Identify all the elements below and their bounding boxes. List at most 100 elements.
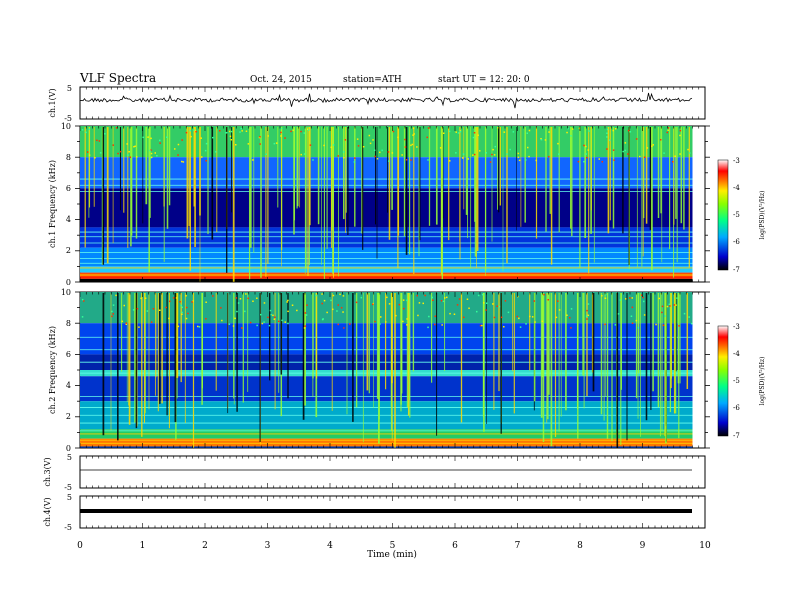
spectrogram-speckle [604,323,606,326]
spectrogram-speckle [614,128,617,130]
spectrogram-speckle [112,304,115,306]
spectrogram-speckle [241,130,243,132]
spectrogram-speckle [518,317,520,320]
spectrogram-speckle [496,305,498,307]
spectrogram-speckle [585,145,587,148]
spectrogram-speckle [274,316,276,318]
spectrogram-speckle [635,138,638,140]
spectrogram-speckle [284,321,286,323]
spectrogram-speckle [661,305,664,308]
spectrogram-speckle [280,127,283,130]
spectrogram-speckle [330,146,332,149]
spectrogram-speckle [81,129,84,131]
spectrogram-speckle [125,323,127,325]
spectrogram-speckle [380,316,382,318]
ch4-ylabel: ch.4(V) [43,497,52,526]
spectrogram-speckle [267,135,269,137]
spectrogram-speckle [180,304,182,307]
spectrogram-speckle [612,129,614,132]
spectrogram-speckle [467,158,470,160]
spectrogram-speckle [235,297,238,299]
spectrogram-speckle [181,306,183,309]
spectrogram-speckle [655,323,657,326]
spectrogram-speckle [442,300,445,303]
spectrogram-speckle [117,152,119,155]
ch2-freq-tick-6: 6 [66,350,71,359]
spectrogram-speckle [381,149,383,152]
spectrogram-speckle [427,159,429,161]
spectrogram-speckle [270,313,272,316]
spectrogram-speckle [182,161,185,163]
spectrogram-speckle [577,160,580,163]
spectrogram-speckle [624,142,627,144]
date-label: Oct. 24, 2015 [250,75,312,85]
spectrogram-speckle [646,147,649,149]
spectrogram-speckle [150,149,152,151]
spectrogram-speckle [360,296,363,299]
spectrogram-speckle [418,302,421,304]
spectrogram-speckle [296,309,298,312]
spectrogram-speckle [309,144,312,146]
spectrogram-speckle [519,326,522,328]
spectrogram-speckle [337,155,339,157]
x-tick-label: 3 [265,541,271,551]
spectrogram-speckle [111,310,113,313]
spectrogram-speckle [586,156,588,159]
x-tick-label: 8 [577,541,583,551]
spectrogram-band [80,438,693,447]
spectrogram-speckle [284,137,286,139]
spectrogram-speckle [598,158,600,160]
spectrogram-speckle [503,131,506,133]
spectrogram-speckle [225,131,228,134]
spectrogram-speckle [666,131,668,134]
spectrogram-speckle [406,299,408,302]
spectrogram-speckle [637,327,640,329]
spectrogram-speckle [458,298,461,300]
ch2-cbar-tick-m4: -4 [733,350,740,358]
spectrogram-speckle [457,132,460,134]
ch1-ytick-bottom: -5 [64,114,72,123]
spectrogram-speckle [507,311,510,314]
spectrogram-speckle [424,294,426,297]
ch2-freq-tick-0: 0 [66,444,71,453]
spectrogram-speckle [150,152,153,155]
spectrogram-speckle [172,297,175,299]
spectrogram-speckle [273,142,276,145]
spectrogram-speckle [252,300,254,302]
spectrogram-speckle [119,150,122,153]
spectrogram-speckle [426,136,428,139]
spectrogram-speckle [662,324,665,327]
spectrogram-speckle [456,304,459,306]
spectrogram-speckle [622,150,624,153]
spectrogram-speckle [307,128,309,130]
spectrogram-speckle [150,156,152,159]
spectrogram-speckle [440,300,443,302]
spectrogram-speckle [388,303,391,305]
spectrogram-speckle [588,130,590,132]
spectrogram-speckle [557,142,559,145]
spectrogram-speckle [81,298,84,301]
spectrogram-speckle [156,155,158,157]
spectrogram-speckle [290,130,292,133]
ch3-ylabel: ch.3(V) [43,457,52,486]
spectrogram-speckle [558,309,561,311]
spectrogram-speckle [221,319,223,322]
spectrogram-speckle [586,318,588,320]
spectrogram-speckle [369,142,372,145]
spectrogram-speckle [179,301,181,303]
ch4-ytick-top: 5 [67,493,72,502]
spectrogram-speckle [343,327,345,329]
spectrogram-speckle [379,323,381,325]
spectrogram-speckle [392,130,395,133]
spectrogram-speckle [585,153,587,155]
spectrogram-speckle [96,139,98,142]
spectrogram-speckle [485,309,487,311]
spectrogram-speckle [612,149,615,151]
ch1-freq-ylabel: ch.1 Frequency (kHz) [48,160,57,248]
spectrogram-speckle [518,159,521,162]
spectrogram-band [80,157,693,189]
spectrogram-speckle [192,300,194,302]
spectrogram-speckle [689,152,691,154]
spectrogram-speckle [337,304,339,306]
spectrogram-speckle [244,310,246,313]
